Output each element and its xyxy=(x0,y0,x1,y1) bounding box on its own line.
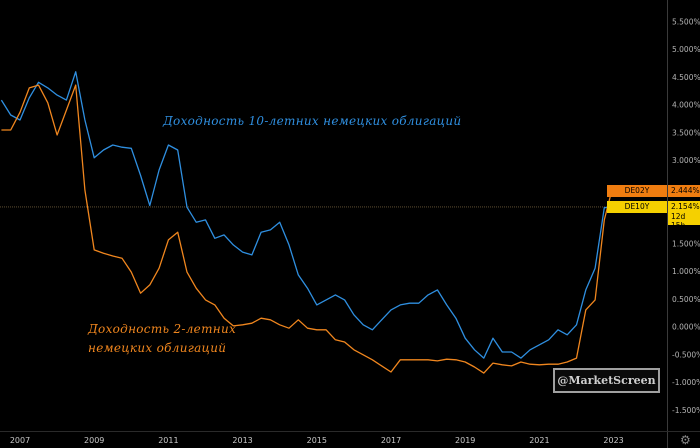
y-tick-label: 3.500% xyxy=(672,128,700,137)
y-tick-label: 4.000% xyxy=(672,101,700,110)
annotation-2y-line1: Доходность 2-летних xyxy=(88,322,237,336)
y-tick-label: -1.500% xyxy=(672,406,700,415)
y-tick-label: 0.000% xyxy=(672,323,700,332)
annotation-10y: Доходность 10-летних немецких облигаций xyxy=(163,114,462,128)
y-tick-label: -1.000% xyxy=(672,378,700,387)
de02y-value-tag: 2.444% xyxy=(668,185,700,197)
series-line-de10y xyxy=(0,71,612,359)
y-tick-label: 3.000% xyxy=(672,156,700,165)
y-tick-label: 0.500% xyxy=(672,295,700,304)
x-tick-label: 2015 xyxy=(307,436,327,445)
x-tick-label: 2009 xyxy=(84,436,104,445)
y-tick-label: 1.000% xyxy=(672,267,700,276)
x-tick-label: 2007 xyxy=(10,436,30,445)
de10y-value: 2.154% xyxy=(671,202,700,211)
de10y-countdown: 12d 15h xyxy=(671,212,686,230)
y-tick-label: 1.500% xyxy=(672,239,700,248)
x-tick-label: 2013 xyxy=(232,436,252,445)
de10y-name-tag: DE10Y xyxy=(607,201,667,213)
series-line-de02y xyxy=(1,84,613,374)
y-tick-label: -0.500% xyxy=(672,350,700,359)
x-tick-label: 2011 xyxy=(158,436,178,445)
x-tick-label: 2019 xyxy=(455,436,475,445)
annotation-2y-line2: немецких облигаций xyxy=(88,341,227,355)
de02y-name-tag: DE02Y xyxy=(607,185,667,197)
watermark: @MarketScreen xyxy=(553,368,660,393)
x-tick-label: 2021 xyxy=(529,436,549,445)
y-tick-label: 4.500% xyxy=(672,73,700,82)
x-tick-label: 2017 xyxy=(381,436,401,445)
y-tick-label: 5.000% xyxy=(672,45,700,54)
y-tick-label: 5.500% xyxy=(672,17,700,26)
de10y-value-tag: 2.154% 12d 15h xyxy=(668,201,700,230)
gear-icon[interactable]: ⚙ xyxy=(680,433,691,447)
x-tick-label: 2023 xyxy=(603,436,623,445)
